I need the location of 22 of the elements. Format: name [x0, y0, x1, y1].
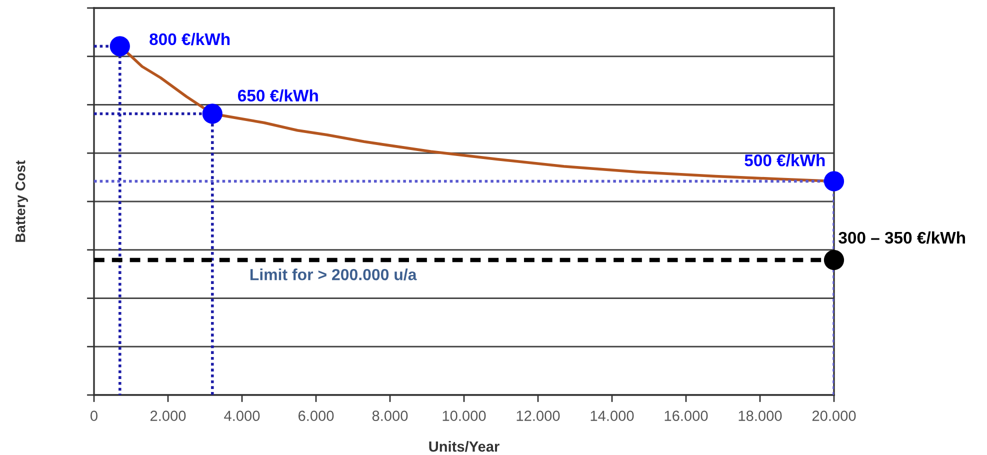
x-tick-label: 14.000 [590, 410, 634, 421]
x-tick-label: 4.000 [224, 410, 260, 421]
data-label: 650 €/kWh [238, 89, 318, 102]
x-tick-label: 8.000 [372, 410, 408, 421]
x-axis-title: Units/Year [429, 441, 500, 452]
point [824, 171, 844, 192]
x-tick-label: 20.000 [812, 410, 856, 421]
point [110, 36, 130, 56]
x-tick-label: 6.000 [298, 410, 334, 421]
x-tick-label: 16.000 [664, 410, 708, 421]
data-label: 300 – 350 €/kWh [838, 231, 965, 244]
point [824, 250, 844, 270]
y-axis-title: Battery Cost [15, 160, 28, 242]
x-tick-label: 18.000 [738, 410, 782, 421]
x-tick-label: 0 [90, 410, 98, 421]
x-tick-label: 2.000 [150, 410, 186, 421]
ref-line-label: Limit for > 200.000 u/a [250, 268, 417, 280]
x-tick-label: 12.000 [516, 410, 560, 421]
point [202, 104, 222, 124]
data-label: 500 €/kWh [744, 154, 825, 166]
x-tick-label: 10.000 [442, 410, 486, 421]
data-label: 800 €/kWh [150, 32, 230, 46]
